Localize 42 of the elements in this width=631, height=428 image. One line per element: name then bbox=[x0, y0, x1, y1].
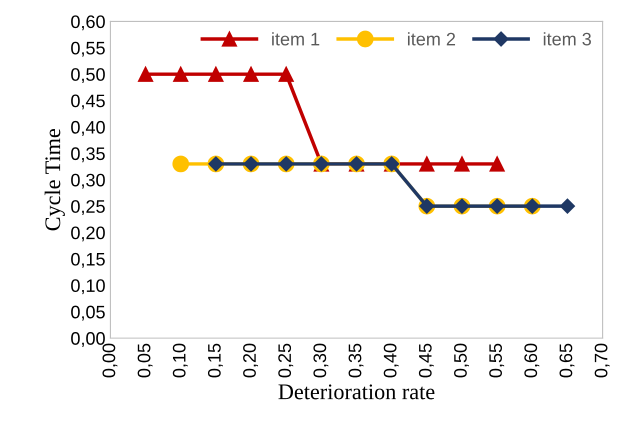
point bbox=[560, 198, 576, 214]
x-tick-label: 0,35 bbox=[348, 344, 364, 378]
x-tick-label: 0,10 bbox=[172, 344, 188, 378]
point bbox=[419, 156, 434, 172]
point bbox=[138, 66, 154, 82]
point bbox=[243, 66, 259, 82]
y-tick-label: 0,20 bbox=[71, 226, 105, 242]
x-tick-label: 0,50 bbox=[454, 344, 469, 378]
x-tick-label: 0,05 bbox=[138, 344, 153, 378]
point bbox=[278, 66, 294, 82]
x-tick-label: 0,55 bbox=[489, 344, 504, 378]
y-axis-title: Cycle Time bbox=[44, 128, 65, 230]
point bbox=[173, 66, 188, 82]
x-tick-label: 0,70 bbox=[594, 344, 610, 378]
y-tick-label: 0,50 bbox=[71, 68, 105, 84]
y-tick-label: 0,25 bbox=[71, 200, 105, 216]
point bbox=[454, 156, 470, 172]
legend-label: item 2 bbox=[408, 32, 456, 46]
x-tick-label: 0,20 bbox=[243, 344, 258, 378]
legend-label: item 3 bbox=[544, 32, 591, 46]
y-tick-label: 0,35 bbox=[71, 147, 105, 162]
x-tick-label: 0,30 bbox=[313, 344, 328, 378]
y-tick-label: 0,30 bbox=[71, 174, 105, 189]
y-tick-label: 0,45 bbox=[71, 94, 105, 110]
x-tick-label: 0,15 bbox=[208, 344, 223, 378]
y-tick-label: 0,10 bbox=[71, 279, 105, 294]
x-tick-label: 0,65 bbox=[560, 344, 574, 378]
point bbox=[172, 156, 190, 172]
x-axis-title: Deterioration rate bbox=[278, 384, 434, 400]
y-tick-label: 0,15 bbox=[71, 252, 105, 268]
y-tick-label: 0,05 bbox=[71, 306, 105, 321]
x-tick-label: 0,25 bbox=[278, 344, 294, 378]
y-tick-label: 0,60 bbox=[71, 15, 105, 30]
y-tick-label: 0,40 bbox=[71, 120, 105, 136]
legend-label: item 1 bbox=[272, 32, 320, 46]
x-tick-label: 0,40 bbox=[384, 344, 399, 378]
point bbox=[490, 156, 505, 172]
x-tick-label: 0,45 bbox=[418, 344, 434, 378]
y-tick-label: 0,00 bbox=[71, 332, 105, 347]
point bbox=[208, 66, 224, 82]
y-tick-label: 0,55 bbox=[71, 42, 105, 57]
x-tick-label: 0,60 bbox=[524, 344, 540, 378]
